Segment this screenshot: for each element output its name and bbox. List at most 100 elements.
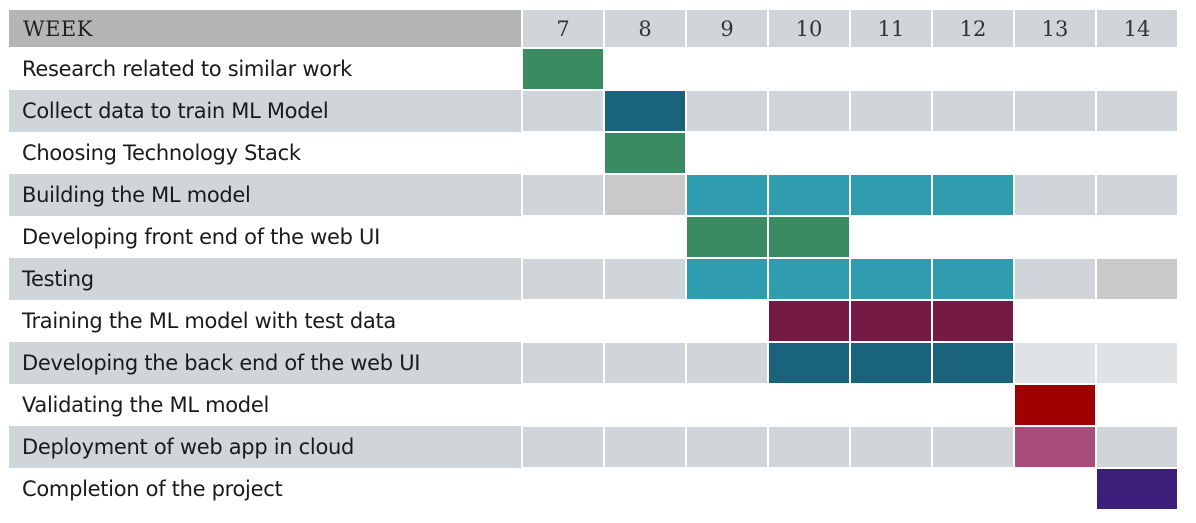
task-rows: Research related to similar work Collect … xyxy=(9,48,1179,510)
task-bar-cell xyxy=(767,216,849,258)
week-header-cell: 12 xyxy=(931,10,1013,47)
empty-cell xyxy=(1013,48,1095,90)
empty-cell xyxy=(685,342,767,384)
task-label: Training the ML model with test data xyxy=(9,300,521,342)
task-bar-cell xyxy=(685,174,767,216)
task-row: Developing front end of the web UI xyxy=(9,216,1179,258)
task-bar-cell xyxy=(603,174,685,216)
task-label: Choosing Technology Stack xyxy=(9,132,521,174)
task-bar-cell xyxy=(931,342,1013,384)
empty-cell xyxy=(767,426,849,468)
task-row: Completion of the project xyxy=(9,468,1179,510)
empty-cell xyxy=(603,258,685,300)
empty-cell xyxy=(603,216,685,258)
empty-cell xyxy=(685,468,767,510)
empty-cell xyxy=(685,384,767,426)
task-bar-cell xyxy=(931,174,1013,216)
empty-cell xyxy=(931,426,1013,468)
empty-cell xyxy=(849,468,931,510)
empty-cell xyxy=(685,300,767,342)
empty-cell xyxy=(521,300,603,342)
empty-cell xyxy=(1013,468,1095,510)
task-bar-cell xyxy=(1095,342,1177,384)
empty-cell xyxy=(521,90,603,132)
empty-cell xyxy=(603,342,685,384)
task-bar-cell xyxy=(685,216,767,258)
task-row: Testing xyxy=(9,258,1179,300)
empty-cell xyxy=(767,132,849,174)
task-row: Collect data to train ML Model xyxy=(9,90,1179,132)
task-label: Deployment of web app in cloud xyxy=(9,426,521,468)
empty-cell xyxy=(931,216,1013,258)
empty-cell xyxy=(603,48,685,90)
empty-cell xyxy=(521,216,603,258)
empty-cell xyxy=(849,90,931,132)
week-header-cell: 8 xyxy=(603,10,685,47)
empty-cell xyxy=(1013,90,1095,132)
task-label: Completion of the project xyxy=(9,468,521,510)
empty-cell xyxy=(603,384,685,426)
task-bar-cell xyxy=(603,132,685,174)
task-row: Training the ML model with test data xyxy=(9,300,1179,342)
task-bar-cell xyxy=(1013,342,1095,384)
task-bar-cell xyxy=(1095,468,1177,510)
empty-cell xyxy=(521,258,603,300)
empty-cell xyxy=(1095,48,1177,90)
empty-cell xyxy=(767,90,849,132)
task-label: Testing xyxy=(9,258,521,300)
empty-cell xyxy=(931,468,1013,510)
empty-cell xyxy=(603,300,685,342)
empty-cell xyxy=(685,48,767,90)
week-header-cell: 13 xyxy=(1013,10,1095,47)
empty-cell xyxy=(931,90,1013,132)
task-bar-cell xyxy=(603,90,685,132)
week-header-cell: 7 xyxy=(521,10,603,47)
week-header-label: WEEK xyxy=(9,10,521,47)
empty-cell xyxy=(1095,174,1177,216)
empty-cell xyxy=(931,384,1013,426)
empty-cell xyxy=(1095,90,1177,132)
task-bar-cell xyxy=(521,48,603,90)
empty-cell xyxy=(849,48,931,90)
empty-cell xyxy=(1095,216,1177,258)
empty-cell xyxy=(1013,132,1095,174)
empty-cell xyxy=(849,216,931,258)
empty-cell xyxy=(1095,426,1177,468)
task-bar-cell xyxy=(767,258,849,300)
task-bar-cell xyxy=(1013,426,1095,468)
task-label: Building the ML model xyxy=(9,174,521,216)
empty-cell xyxy=(1095,384,1177,426)
task-bar-cell xyxy=(767,174,849,216)
task-row: Developing the back end of the web UI xyxy=(9,342,1179,384)
task-row: Building the ML model xyxy=(9,174,1179,216)
empty-cell xyxy=(767,384,849,426)
task-row: Deployment of web app in cloud xyxy=(9,426,1179,468)
task-row: Validating the ML model xyxy=(9,384,1179,426)
task-bar-cell xyxy=(931,300,1013,342)
task-bar-cell xyxy=(849,300,931,342)
empty-cell xyxy=(685,90,767,132)
empty-cell xyxy=(685,426,767,468)
task-label: Developing the back end of the web UI xyxy=(9,342,521,384)
task-row: Choosing Technology Stack xyxy=(9,132,1179,174)
week-header-cell: 11 xyxy=(849,10,931,47)
empty-cell xyxy=(521,174,603,216)
task-row: Research related to similar work xyxy=(9,48,1179,90)
empty-cell xyxy=(849,132,931,174)
empty-cell xyxy=(767,48,849,90)
task-label: Validating the ML model xyxy=(9,384,521,426)
task-bar-cell xyxy=(931,258,1013,300)
week-header-cell: 10 xyxy=(767,10,849,47)
empty-cell xyxy=(1013,174,1095,216)
empty-cell xyxy=(521,342,603,384)
empty-cell xyxy=(849,384,931,426)
gantt-chart: WEEK 7 8 9 10 11 12 13 14 Research relat… xyxy=(9,10,1179,510)
week-header-cell: 14 xyxy=(1095,10,1177,47)
task-bar-cell xyxy=(1095,258,1177,300)
empty-cell xyxy=(521,132,603,174)
empty-cell xyxy=(931,132,1013,174)
task-bar-cell xyxy=(685,258,767,300)
empty-cell xyxy=(521,426,603,468)
empty-cell xyxy=(1013,258,1095,300)
empty-cell xyxy=(1095,300,1177,342)
